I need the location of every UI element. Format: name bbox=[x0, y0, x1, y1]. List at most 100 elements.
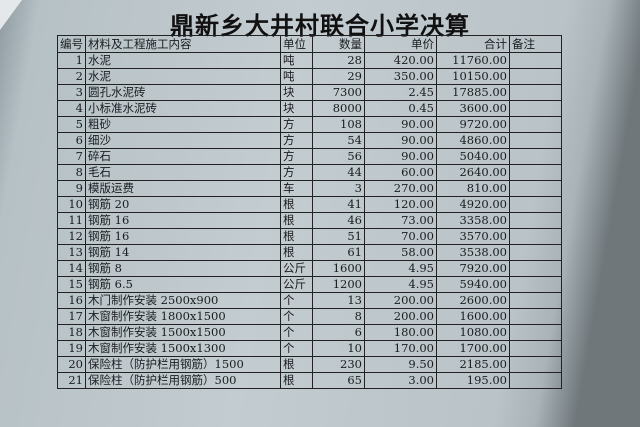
table-cell: 11 bbox=[57, 212, 86, 229]
table-cell: 碎石 bbox=[85, 148, 281, 165]
table-row: 4 小标准水泥砖块 8000 0.45 3600.00 bbox=[57, 100, 562, 117]
table-cell: 2600.00 bbox=[436, 292, 510, 309]
table-cell: 29 bbox=[312, 68, 365, 85]
table-cell: 230 bbox=[312, 356, 365, 373]
budget-table: 编号 材料及工程施工内容 单位 数量 单价 合计 备注 1 水泥吨 28 420.00 11760.… bbox=[57, 35, 562, 389]
table-cell: 个 bbox=[280, 340, 313, 357]
table-cell: 钢筋 14 bbox=[85, 244, 281, 261]
table-cell: 65 bbox=[312, 372, 365, 389]
table-cell: 根 bbox=[280, 212, 313, 229]
table-cell bbox=[509, 148, 562, 165]
table-cell: 钢筋 6.5 bbox=[85, 276, 281, 293]
column-header: 材料及工程施工内容 bbox=[85, 35, 281, 53]
table-cell: 木门制作安装 2500x900 bbox=[85, 292, 281, 309]
table-cell: 8 bbox=[312, 308, 365, 325]
table-cell: 20 bbox=[57, 356, 86, 373]
table-cell bbox=[509, 52, 562, 69]
table-row: 7 碎石方 56 90.00 5040.00 bbox=[57, 148, 562, 165]
table-cell: 200.00 bbox=[364, 292, 437, 309]
table-cell: 毛石 bbox=[85, 164, 281, 181]
table-cell: 根 bbox=[280, 228, 313, 245]
table-cell: 3 bbox=[57, 84, 86, 101]
table-cell: 公斤 bbox=[280, 260, 313, 277]
table-cell: 5040.00 bbox=[436, 148, 510, 165]
table-cell: 13 bbox=[57, 244, 86, 261]
table-cell: 个 bbox=[280, 324, 313, 341]
table-cell: 170.00 bbox=[364, 340, 437, 357]
table-cell: 11760.00 bbox=[436, 52, 510, 69]
table-cell: 1200 bbox=[312, 276, 365, 293]
table-cell: 钢筋 16 bbox=[85, 228, 281, 245]
table-cell: 保险柱（防护栏用钢筋）500 bbox=[85, 372, 281, 389]
table-row: 20 保险柱（防护栏用钢筋）1500 根 230 9.50 2185.00 bbox=[57, 356, 562, 373]
table-cell: 90.00 bbox=[364, 116, 437, 133]
table-cell: 10 bbox=[57, 196, 86, 213]
table-cell: 4860.00 bbox=[436, 132, 510, 149]
table-cell: 7 bbox=[57, 148, 86, 165]
table-cell: 粗砂 bbox=[85, 116, 281, 133]
table-cell: 108 bbox=[312, 116, 365, 133]
column-header: 编号 bbox=[57, 35, 86, 53]
table-cell: 6 bbox=[57, 132, 86, 149]
table-cell: 12 bbox=[57, 228, 86, 245]
table-cell: 根 bbox=[280, 196, 313, 213]
table-cell: 车 bbox=[280, 180, 313, 197]
table-cell bbox=[509, 100, 562, 117]
table-cell bbox=[509, 244, 562, 261]
table-cell: 90.00 bbox=[364, 148, 437, 165]
table-cell: 58.00 bbox=[364, 244, 437, 261]
column-header: 数量 bbox=[312, 35, 365, 53]
table-row: 3 圆孔水泥砖块 7300 2.45 17885.00 bbox=[57, 84, 562, 101]
table-cell: 9.50 bbox=[364, 356, 437, 373]
table-cell: 根 bbox=[280, 356, 313, 373]
table-cell: 18 bbox=[57, 324, 86, 341]
table-cell: 180.00 bbox=[364, 324, 437, 341]
table-cell: 方 bbox=[280, 164, 313, 181]
column-header: 备注 bbox=[509, 35, 562, 53]
table-cell: 9 bbox=[57, 180, 86, 197]
table-row: 5 粗砂方 108 90.00 9720.00 bbox=[57, 116, 562, 133]
table-cell: 8000 bbox=[312, 100, 365, 117]
table-cell: 圆孔水泥砖 bbox=[85, 84, 281, 101]
table-cell: 钢筋 16 bbox=[85, 212, 281, 229]
table-cell: 细沙 bbox=[85, 132, 281, 149]
table-cell: 2640.00 bbox=[436, 164, 510, 181]
table-cell bbox=[509, 324, 562, 341]
table-cell: 木窗制作安装 1800x1500 bbox=[85, 308, 281, 325]
table-row: 8 毛石方 44 60.00 2640.00 bbox=[57, 164, 562, 181]
table-cell: 7920.00 bbox=[436, 260, 510, 277]
table-cell: 木窗制作安装 1500x1300 bbox=[85, 340, 281, 357]
table-cell: 方 bbox=[280, 132, 313, 149]
table-row: 1 水泥吨 28 420.00 11760.00 bbox=[57, 52, 562, 69]
table-cell: 810.00 bbox=[436, 180, 510, 197]
table-row: 2 水泥吨 29 350.00 10150.00 bbox=[57, 68, 562, 85]
table-row: 6 细沙方 54 90.00 4860.00 bbox=[57, 132, 562, 149]
table-cell: 水泥 bbox=[85, 68, 281, 85]
table-cell bbox=[509, 212, 562, 229]
table-cell: 4920.00 bbox=[436, 196, 510, 213]
table-cell bbox=[509, 196, 562, 213]
table-cell bbox=[509, 84, 562, 101]
table-cell: 4 bbox=[57, 100, 86, 117]
table-cell: 3 bbox=[312, 180, 365, 197]
table-cell: 90.00 bbox=[364, 132, 437, 149]
table-cell bbox=[509, 340, 562, 357]
table-cell: 3570.00 bbox=[436, 228, 510, 245]
table-cell: 28 bbox=[312, 52, 365, 69]
table-cell: 根 bbox=[280, 372, 313, 389]
table-cell bbox=[509, 276, 562, 293]
table-cell: 个 bbox=[280, 292, 313, 309]
table-cell: 木窗制作安装 1500x1500 bbox=[85, 324, 281, 341]
table-cell bbox=[509, 356, 562, 373]
table-cell: 2.45 bbox=[364, 84, 437, 101]
table-cell: 270.00 bbox=[364, 180, 437, 197]
table-cell: 3600.00 bbox=[436, 100, 510, 117]
table-cell: 44 bbox=[312, 164, 365, 181]
table-cell: 420.00 bbox=[364, 52, 437, 69]
table-cell: 保险柱（防护栏用钢筋）1500 bbox=[85, 356, 281, 373]
table-cell: 模版运费 bbox=[85, 180, 281, 197]
table-row: 16 木门制作安装 2500x900 个 13 200.00 2600.00 bbox=[57, 292, 562, 309]
table-cell: 块 bbox=[280, 84, 313, 101]
table-cell bbox=[509, 372, 562, 389]
table-cell bbox=[509, 68, 562, 85]
